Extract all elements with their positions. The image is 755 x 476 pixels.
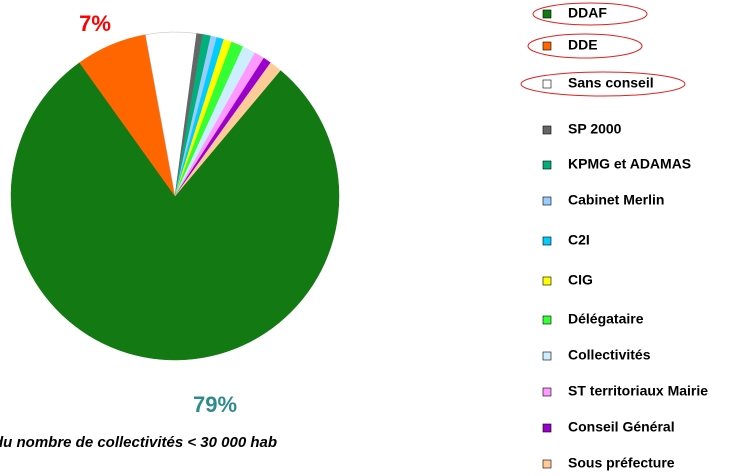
legend-swatch — [542, 351, 552, 361]
legend-swatch — [542, 236, 552, 246]
highlight-ellipse — [520, 71, 686, 97]
highlight-ellipse — [532, 2, 648, 26]
legend: DDAF DDE Sans conseil SP 2000 KPMG et ADAMAS… — [542, 5, 708, 471]
value-label: 79% — [193, 392, 237, 417]
legend-label: CIG — [568, 272, 593, 288]
legend-swatch — [542, 160, 552, 170]
value-label: 7% — [79, 11, 111, 36]
legend-label: Sous préfecture — [568, 455, 675, 471]
legend-label: Sans conseil — [568, 75, 654, 91]
pie-slice — [174, 62, 281, 197]
pie — [10, 31, 340, 361]
legend-swatch — [542, 41, 552, 51]
legend-swatch — [542, 196, 552, 206]
highlight-ellipse — [527, 33, 643, 59]
legend-swatch — [542, 387, 552, 397]
legend-swatch — [542, 459, 552, 469]
legend-swatch — [542, 315, 552, 325]
legend-swatch — [542, 79, 552, 89]
legend-label: Cabinet Merlin — [568, 192, 664, 208]
legend-swatch — [542, 125, 552, 135]
legend-label: KPMG et ADAMAS — [568, 156, 691, 172]
legend-swatch — [542, 9, 552, 19]
legend-label: DDAF — [568, 5, 607, 21]
legend-label: C2I — [568, 232, 590, 248]
pie-slice — [10, 62, 340, 361]
legend-label: DDE — [568, 37, 598, 53]
legend-label: Conseil Général — [568, 419, 675, 435]
legend-label: SP 2000 — [568, 121, 622, 137]
legend-label: Collectivités — [568, 347, 651, 363]
legend-label: ST territoriaux Mairie — [568, 383, 708, 399]
legend-label: Délégataire — [568, 311, 644, 327]
legend-swatch — [542, 423, 552, 433]
caption: du nombre de collectivités < 30 000 hab — [0, 434, 277, 451]
legend-swatch — [542, 276, 552, 286]
